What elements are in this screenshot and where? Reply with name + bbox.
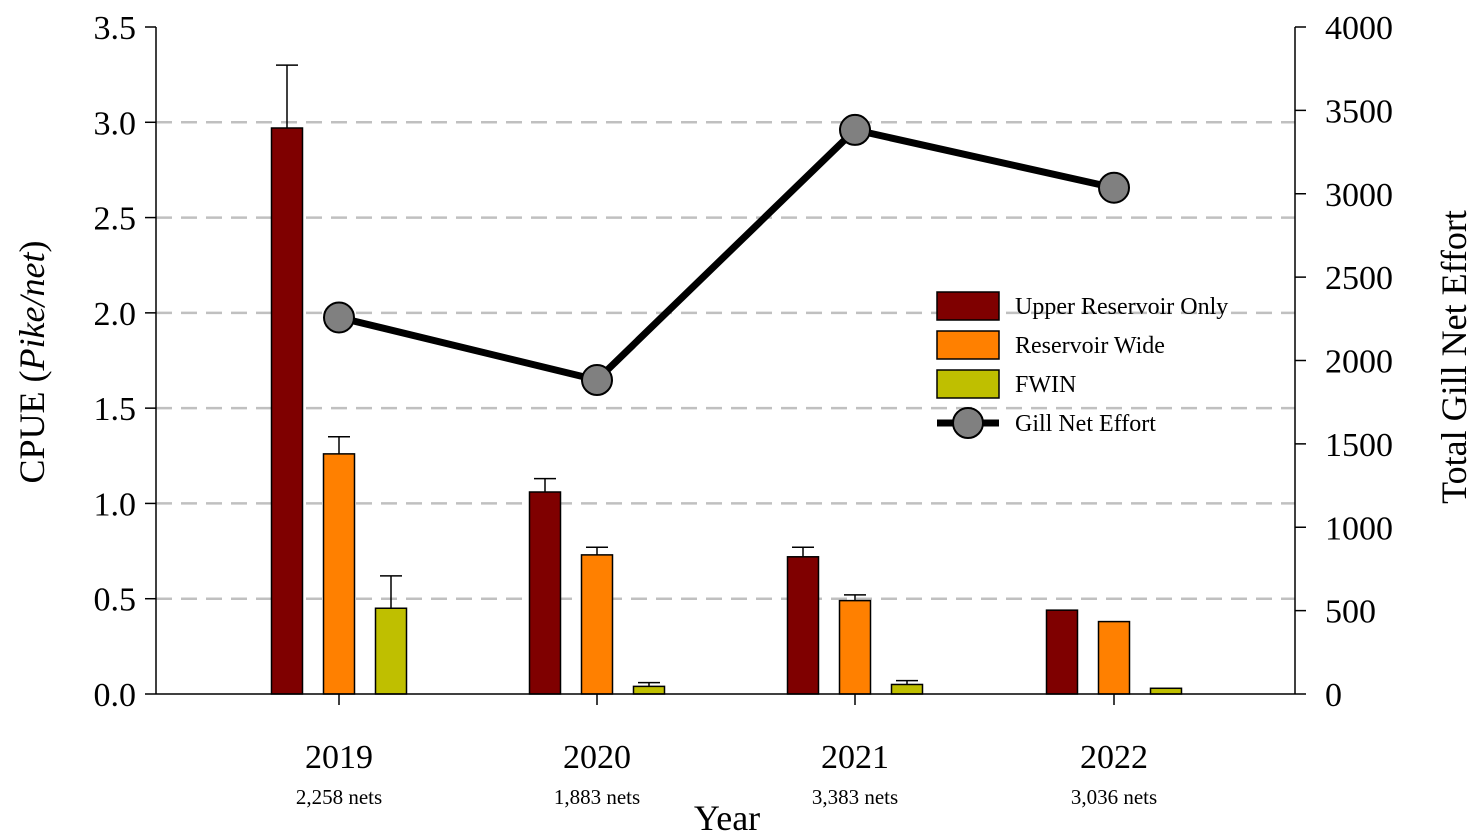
- legend-swatch-0: [936, 291, 1000, 321]
- effort-point-1: [581, 364, 613, 397]
- bar-1-3: [1097, 620, 1131, 695]
- y-tick-label-5: 2.5: [94, 201, 137, 238]
- y2-tick-label-0: 0: [1325, 677, 1342, 714]
- x-axis-title: Year: [694, 798, 760, 835]
- y2-tick-label-6: 3000: [1325, 177, 1393, 214]
- effort-point-2: [839, 113, 871, 146]
- effort-point-3: [1098, 171, 1130, 204]
- x-tick-label-2: 2021: [821, 739, 889, 776]
- legend-swatch-1: [936, 330, 1000, 360]
- y-axis-title-suffix: ): [12, 241, 52, 253]
- y-axis-title: CPUE (Pike/net): [12, 241, 52, 484]
- x-tick-label-0: 2019: [305, 739, 373, 776]
- bar-1-0: [322, 453, 356, 695]
- bar-0-1: [528, 491, 562, 695]
- effort-point-0: [323, 301, 355, 334]
- bar-0-0: [270, 127, 304, 695]
- legend-swatch-2: [936, 369, 1000, 399]
- x-tick-label-3: 2022: [1080, 739, 1148, 776]
- y2-tick-label-8: 4000: [1325, 10, 1393, 47]
- y2-tick-label-5: 2500: [1325, 260, 1393, 297]
- effort-line-path: [338, 126, 1115, 384]
- y-tick-label-3: 1.5: [94, 391, 137, 428]
- legend-label-0: Upper Reservoir Only: [1015, 294, 1228, 320]
- y-axis-title-italic: Pike/net: [12, 252, 52, 372]
- y2-tick-label-1: 500: [1325, 594, 1376, 631]
- y-tick-label-0: 0.0: [94, 677, 137, 714]
- legend-label-3: Gill Net Effort: [1015, 411, 1156, 437]
- bar-1-1: [580, 554, 614, 695]
- y2-tick-label-3: 1500: [1325, 427, 1393, 464]
- bar-2-3: [1149, 687, 1183, 695]
- y2-axis-title: Total Gill Net Effort: [1434, 210, 1474, 504]
- y-tick-label-7: 3.5: [94, 10, 137, 47]
- y2-tick-label-7: 3500: [1325, 93, 1393, 130]
- bar-2-0: [374, 607, 408, 695]
- bar-1-2: [838, 599, 872, 695]
- y-axis-title-prefix: CPUE (: [12, 370, 52, 483]
- bar-2-1: [632, 685, 666, 695]
- effort-line: [323, 113, 1130, 397]
- bar-0-3: [1045, 609, 1079, 695]
- y-tick-label-2: 1.0: [94, 486, 137, 523]
- legend-label-1: Reservoir Wide: [1015, 333, 1165, 359]
- y-tick-label-1: 0.5: [94, 582, 137, 619]
- x-sublabel-3: 3,036 nets: [1071, 785, 1157, 809]
- legend-label-2: FWIN: [1015, 372, 1076, 398]
- y-tick-label-4: 2.0: [94, 296, 137, 333]
- x-sublabel-1: 1,883 nets: [554, 785, 640, 809]
- y-tick-label-6: 3.0: [94, 105, 137, 142]
- y2-tick-label-2: 1000: [1325, 510, 1393, 547]
- x-sublabel-2: 3,383 nets: [812, 785, 898, 809]
- legend-marker-swatch: [952, 407, 984, 439]
- bar-0-2: [786, 556, 820, 695]
- bar-2-2: [890, 683, 924, 695]
- axes: 0.0 0.5 1.0 1.5 2.0 2.5 3.0 3.5 0 500 1000 1500 2000…: [94, 10, 1394, 809]
- x-sublabel-0: 2,258 nets: [296, 785, 382, 809]
- y2-tick-label-4: 2000: [1325, 344, 1393, 381]
- legend: Upper Reservoir Only Reservoir Wide FWIN Gi…: [936, 291, 1228, 439]
- x-tick-label-1: 2020: [563, 739, 631, 776]
